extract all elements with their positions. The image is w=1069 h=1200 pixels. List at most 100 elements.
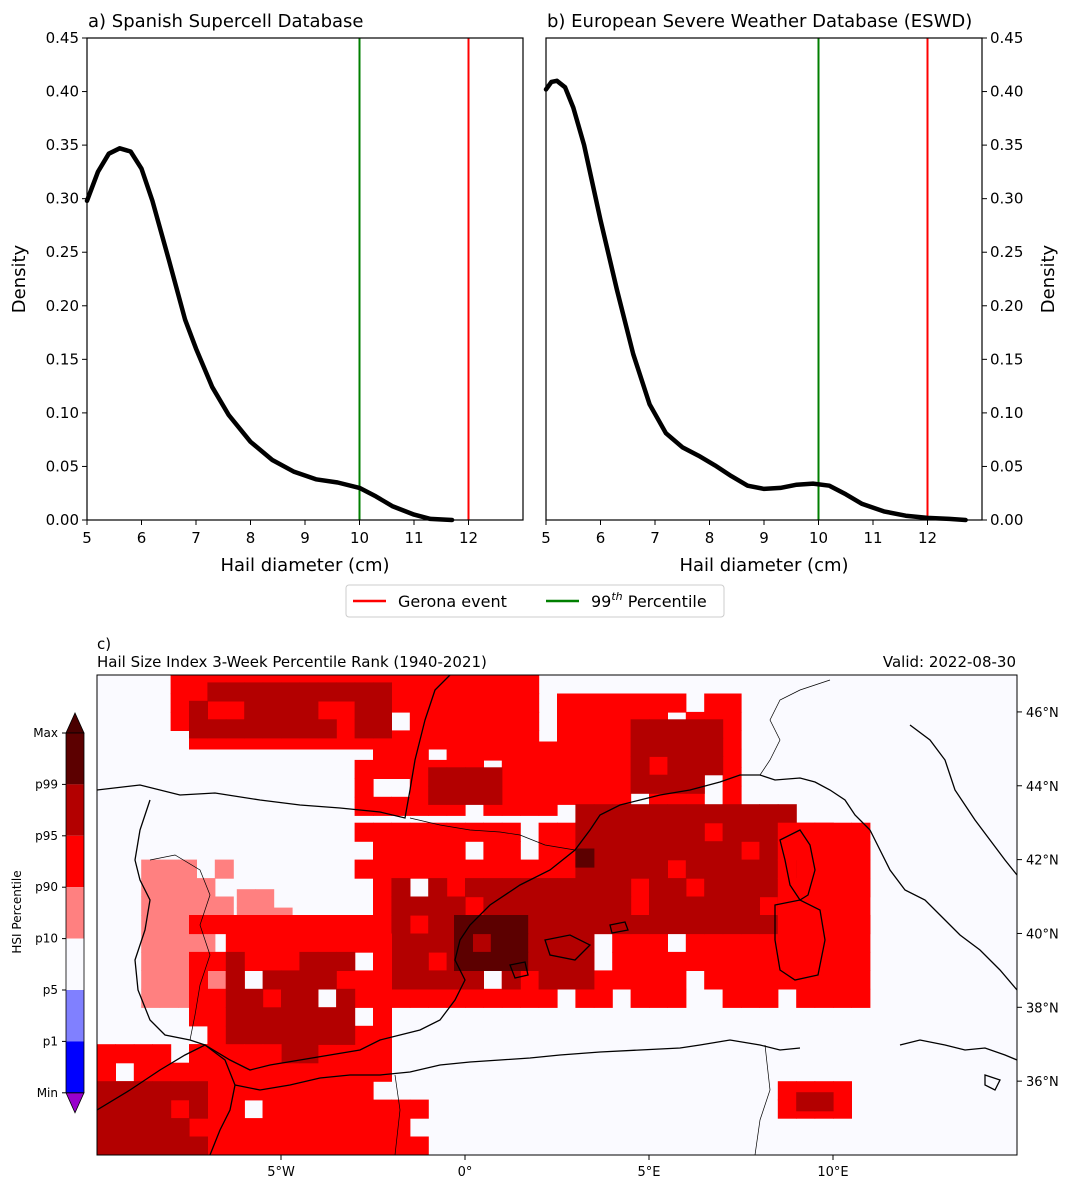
- map-cell-p99-max: [428, 767, 448, 787]
- border-morocco-algeria: [394, 1074, 401, 1155]
- panel-b-xtick-label: 10: [809, 529, 828, 547]
- map-cell-p99-max: [483, 767, 503, 787]
- map-cell-p95-p99: [593, 767, 613, 787]
- map-cell-p99-max: [225, 1025, 245, 1045]
- map-cell-p99-max: [281, 1025, 300, 1045]
- map-cell-p95-p99: [557, 859, 576, 879]
- map-cell-p99-max: [133, 1136, 153, 1155]
- map-cell-p99-max: [759, 878, 779, 898]
- map-cell-p99-max: [465, 878, 484, 898]
- map-cell-p95-p99: [373, 841, 392, 861]
- map-cell-p95-p99: [373, 915, 392, 935]
- map-cell-p95-p99: [667, 988, 687, 1008]
- map-cell-p95-p99: [207, 1007, 227, 1027]
- map-cell-p95-p99: [225, 1044, 245, 1064]
- map-cell-p95-p99: [833, 915, 852, 935]
- panel-a-ytick-label: 0.25: [46, 243, 79, 261]
- map-cell-max: [490, 915, 510, 935]
- map-cell-p95-p99: [354, 1118, 374, 1138]
- map-cell-p99-max: [520, 878, 540, 898]
- map-cell-p99-max: [575, 951, 595, 971]
- map-cell-p99-max: [336, 988, 356, 1008]
- map-cell-p95-p99: [189, 1044, 208, 1064]
- map-cell-p95-p99: [391, 822, 411, 842]
- map-cell-p95-p99: [777, 896, 797, 916]
- panel-b-plot: 5 6 7 8 9 10 11 12 0.00 0.05 0.10 0.15 0.20 0.25 0.30 0…: [541, 29, 1023, 547]
- map-cell-p99-max: [189, 1081, 208, 1101]
- map-cell-p95-p99: [336, 933, 356, 953]
- map-cell-p95-p99: [667, 693, 687, 713]
- map-cell-p95-p99: [851, 878, 871, 898]
- map-cell-p95-p99: [851, 896, 871, 916]
- map-cell-p95-p99: [299, 1062, 319, 1082]
- map-cell-p99-max: [373, 719, 392, 739]
- map-cell-p95-p99: [538, 741, 558, 761]
- map-cell-p90-p95: [178, 878, 197, 898]
- map-cell-p95-p99: [796, 915, 816, 935]
- map-cell-p95-p99: [317, 1136, 337, 1155]
- map-cell-p99-max: [281, 988, 300, 1008]
- map-cell-p99-max: [133, 1099, 153, 1119]
- map-cell-p95-p99: [373, 741, 392, 761]
- map-cell-p99-max: [557, 896, 576, 916]
- map-cell-p99-max: [317, 970, 337, 990]
- map-cell-p99-max: [299, 970, 319, 990]
- map-cell-p99-max: [262, 700, 282, 720]
- map-cell-p99-max: [373, 700, 392, 720]
- map-cell-p95-p99: [465, 822, 484, 842]
- map-cell-p95-p99: [465, 988, 484, 1008]
- map-cell-p99-max: [97, 1081, 116, 1101]
- map-cell-p99-max: [741, 822, 760, 842]
- map-cell-p90-p95: [196, 896, 216, 916]
- map-cell-p99-max: [189, 1099, 208, 1119]
- map-cell-p95-p99: [317, 1118, 337, 1138]
- map-cell-p95-p99: [133, 1062, 153, 1082]
- map-cell-p95-p99: [685, 951, 705, 971]
- map-cell-p95-p99: [354, 859, 374, 879]
- map-cell-p95-p99: [262, 951, 282, 971]
- map-cell-p95-p99: [814, 915, 834, 935]
- coastline-iberia-mediterranean: [134, 774, 871, 1071]
- map-cell-p95-p99: [833, 878, 852, 898]
- map-cell-p99-max: [299, 988, 319, 1008]
- map-cell-p95-p99: [225, 933, 245, 953]
- map-cell-p99-max: [97, 1136, 116, 1155]
- map-cell-p95-p99: [833, 970, 852, 990]
- panel-a-density-curve: [84, 146, 455, 523]
- map-cell-p95-p99: [281, 1081, 300, 1101]
- legend-label-percentile: 99th Percentile: [591, 590, 707, 611]
- map-cell-p99-max: [593, 878, 613, 898]
- map-cell-p99-max: [244, 988, 264, 1008]
- map-cell-p99-max: [593, 859, 613, 879]
- map-cell-p95-p99: [317, 933, 337, 953]
- map-cell-p95-p99: [501, 711, 521, 731]
- map-cell-p95-p99: [281, 1136, 300, 1155]
- map-cell-p99-max: [391, 951, 411, 971]
- map-cell-p95-p99: [557, 748, 576, 768]
- map-cell-p95-p99: [409, 778, 429, 798]
- map-cell-p95-p99: [409, 1136, 429, 1155]
- map-cell-p95-p99: [575, 711, 595, 731]
- map-cell-p95-p99: [501, 796, 521, 816]
- map-cell-p95-p99: [593, 988, 613, 1008]
- map-cell-p95-p99: [189, 1007, 208, 1027]
- map-cell-p99-max: [649, 719, 668, 739]
- map-cell-p99-max: [667, 719, 687, 739]
- map-cell-p90-p95: [178, 896, 197, 916]
- colorbar-tick-label: Min: [37, 1086, 58, 1100]
- map-cell-p95-p99: [777, 1099, 797, 1119]
- map-cell-p95-p99: [538, 841, 558, 861]
- map-cell-p95-p99: [520, 693, 540, 713]
- map-cell-p95-p99: [833, 1081, 852, 1101]
- map-cell-p95-p99: [630, 693, 650, 713]
- map-cell-p90-p95: [141, 988, 161, 1008]
- map-cell-p90-p95: [159, 915, 179, 935]
- map-cell-p99-max: [152, 1099, 172, 1119]
- map-cell-p90-p95: [159, 970, 179, 990]
- map-cell-p95-p99: [777, 970, 797, 990]
- map-cell-p95-p99: [281, 1062, 300, 1082]
- map-cell-p95-p99: [833, 896, 852, 916]
- map-cell-p95-p99: [520, 741, 540, 761]
- map-lat-tick-label: 38°N: [1026, 1001, 1059, 1016]
- panel-b-xtick-label: 9: [759, 529, 769, 547]
